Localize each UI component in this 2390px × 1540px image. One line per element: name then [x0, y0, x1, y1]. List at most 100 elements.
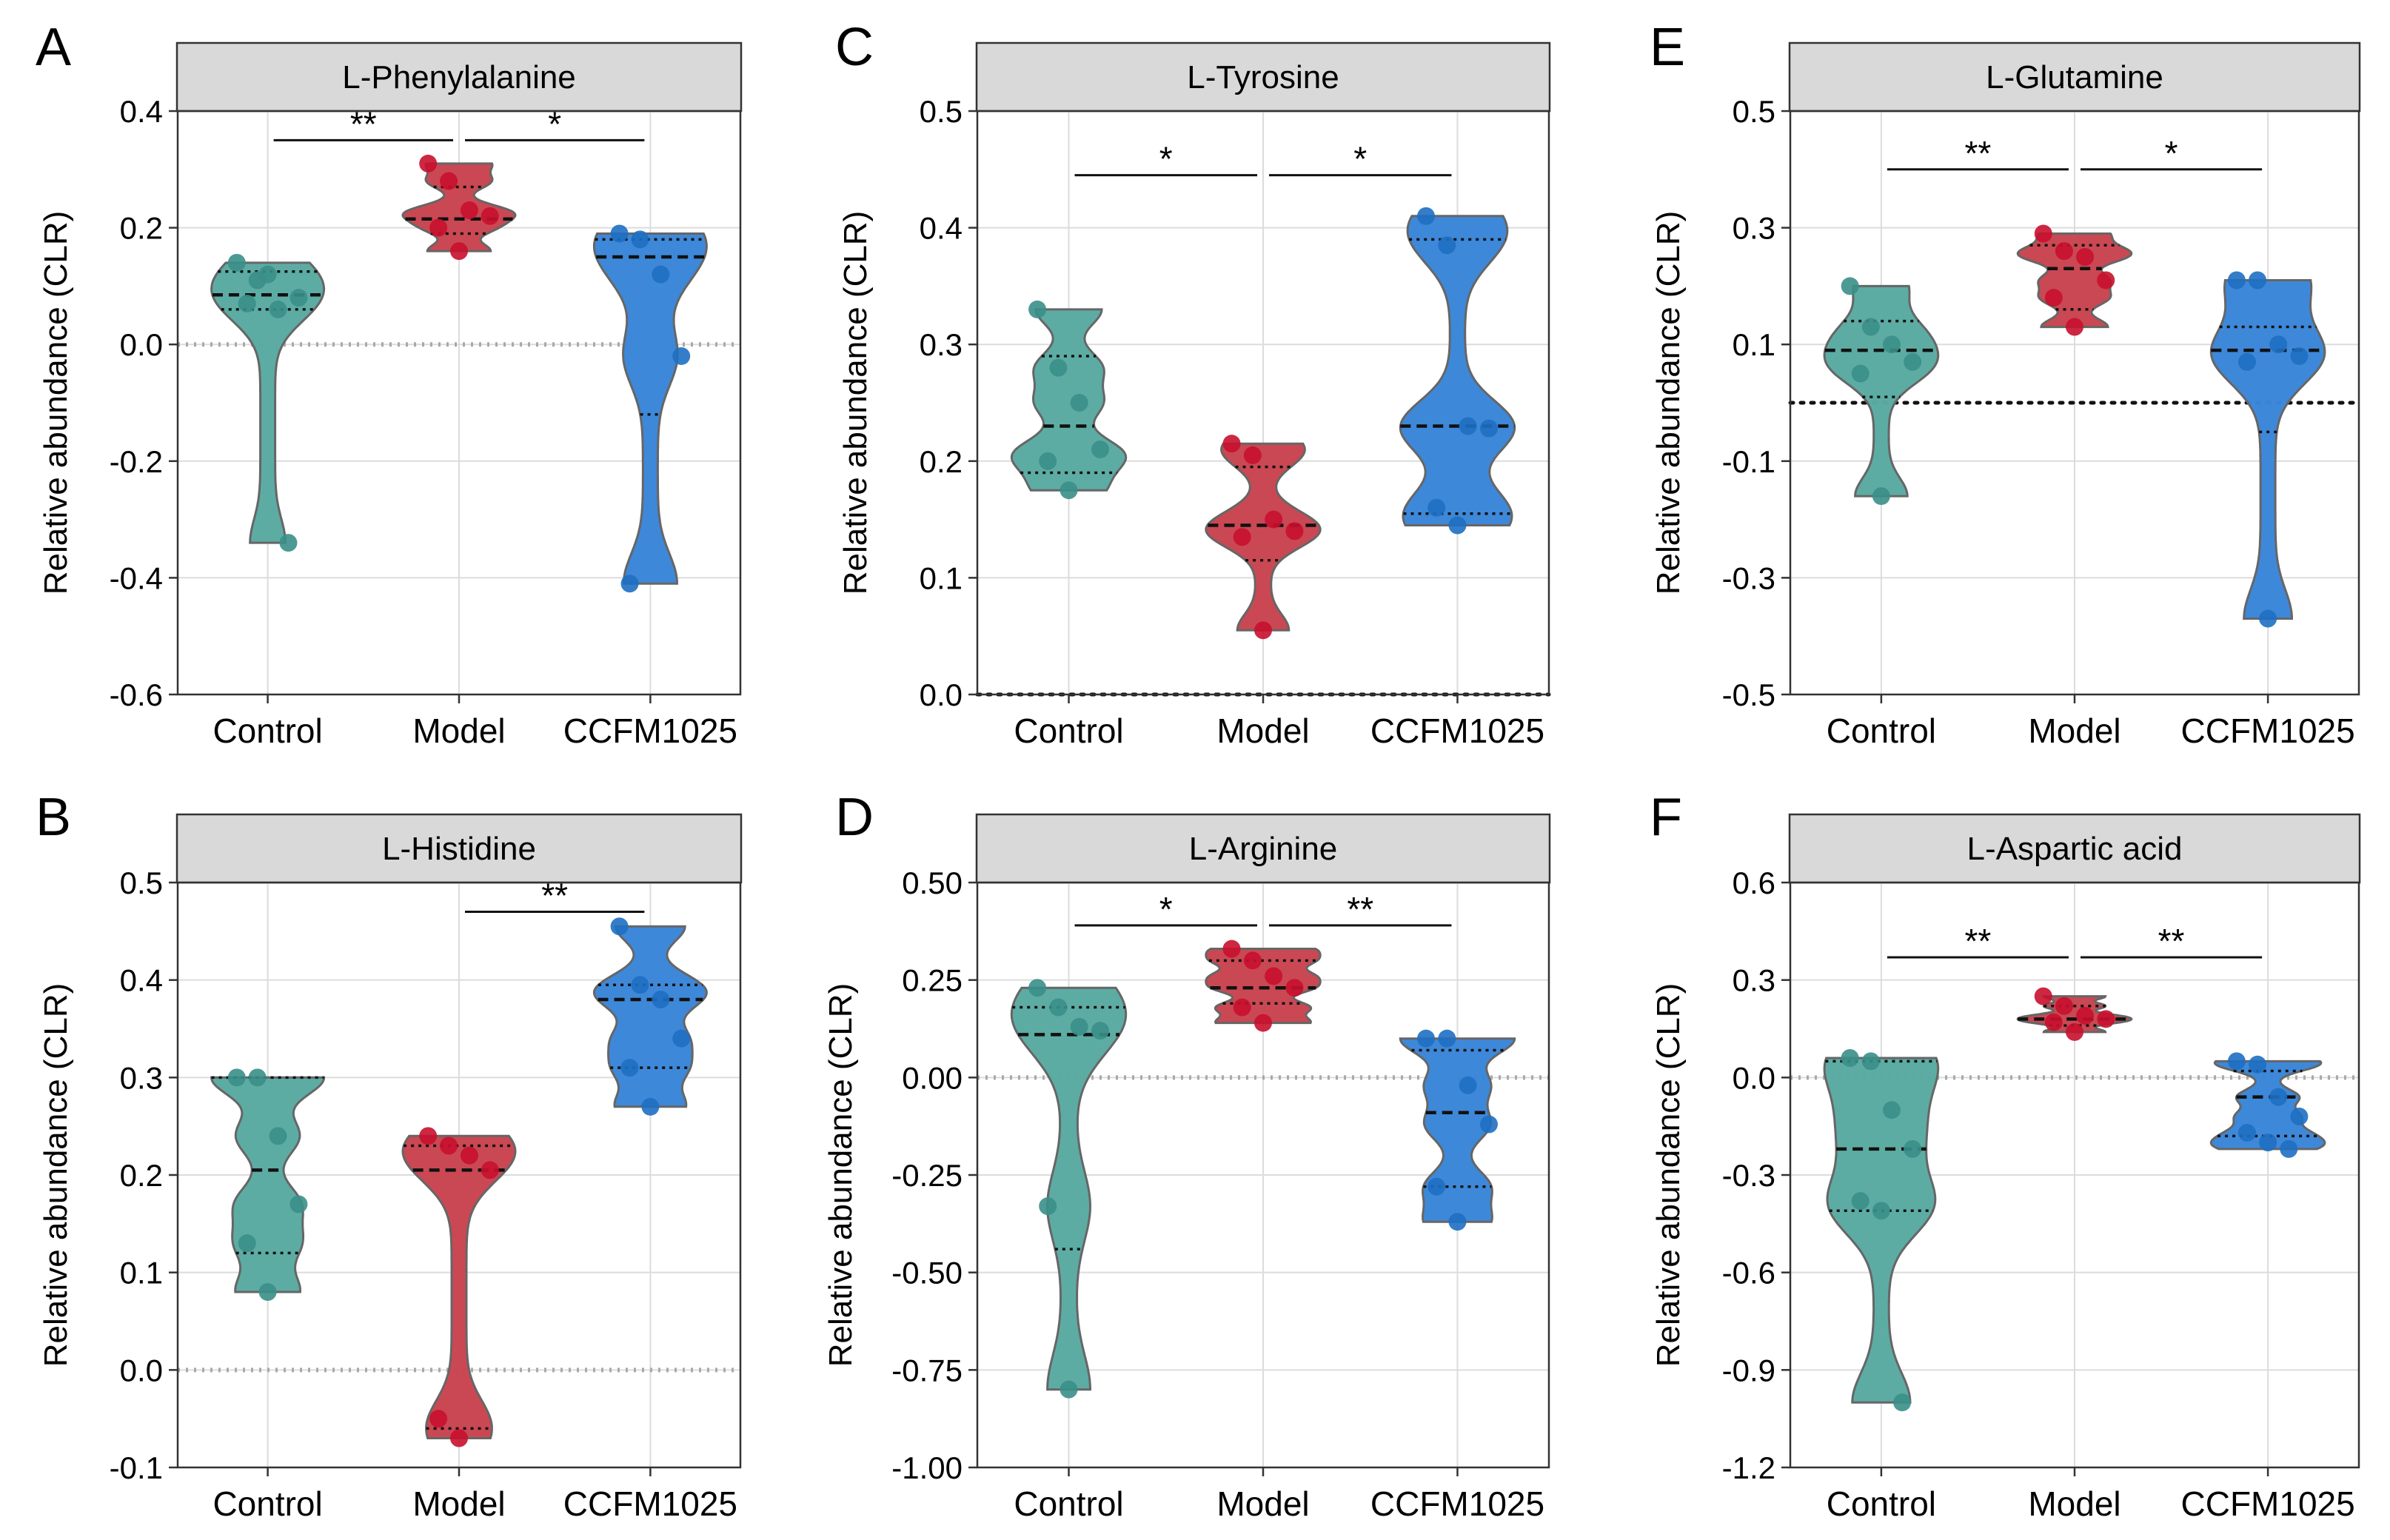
y-axis-title: Relative abundance (CLR) [837, 211, 874, 595]
data-point-ccfm1025 [1448, 1213, 1467, 1231]
data-point-control [1872, 1202, 1890, 1220]
data-point-model [1243, 446, 1262, 464]
y-tick-label: -0.5 [1722, 677, 1775, 712]
y-axis-title: Relative abundance (CLR) [38, 211, 74, 595]
data-point-model [440, 172, 458, 190]
violin-control [1010, 986, 1128, 1391]
y-tick-label: 0.0 [1733, 1060, 1775, 1095]
x-tick-label: CCFM1025 [2181, 1484, 2355, 1523]
data-point-model [2055, 242, 2073, 261]
y-tick-label: 0.4 [120, 963, 163, 998]
data-point-model [1285, 522, 1304, 540]
facet-strip [975, 813, 1551, 884]
data-point-control [1028, 979, 1047, 997]
facet-strip [175, 41, 743, 113]
y-tick-label: 0.5 [1733, 94, 1775, 129]
x-tick-label: CCFM1025 [563, 1484, 737, 1523]
violin-ccfm1025 [592, 232, 708, 585]
data-point-control [227, 253, 246, 272]
y-tick-label: -0.75 [891, 1353, 963, 1387]
x-tick-label: Model [1216, 1484, 1309, 1523]
significance-label: ** [1347, 890, 1373, 928]
data-point-model [1254, 1014, 1272, 1032]
violin-ccfm1025 [1399, 1037, 1516, 1223]
panel-d: DL-Arginine* **-1.00-0.75-0.50-0.250.000.… [823, 788, 1551, 1523]
data-point-model [429, 1410, 448, 1428]
x-tick-label: Model [412, 1484, 505, 1523]
facet-strip [175, 813, 743, 884]
data-point-model [2076, 248, 2095, 266]
y-tick-label: -0.25 [891, 1158, 963, 1193]
data-point-control [1904, 352, 1922, 371]
data-point-model [2066, 1022, 2083, 1041]
y-tick-label: 0.4 [120, 94, 163, 129]
data-point-model [1222, 435, 1241, 453]
significance-label: * [1353, 140, 1367, 178]
data-point-control [1893, 1393, 1912, 1412]
violin-model [401, 1134, 517, 1439]
data-point-model [2044, 289, 2063, 307]
data-point-model [1243, 951, 1262, 970]
data-point-control [289, 289, 308, 307]
y-tick-label: 0.3 [920, 327, 963, 362]
y-tick-label: -0.6 [1722, 1256, 1775, 1290]
data-point-model [460, 1146, 478, 1165]
data-point-ccfm1025 [1448, 516, 1467, 535]
data-point-ccfm1025 [1438, 1029, 1456, 1048]
y-tick-label: 0.3 [1733, 963, 1775, 998]
data-point-ccfm1025 [2269, 335, 2288, 354]
data-point-control [258, 1283, 277, 1301]
data-point-control [1841, 277, 1859, 295]
violin-control [210, 261, 326, 544]
y-tick-label: -0.3 [1722, 560, 1775, 595]
violin-ccfm1025 [1399, 215, 1516, 526]
data-point-control [227, 1068, 246, 1087]
data-point-model [2055, 997, 2073, 1015]
violin-ccfm1025 [2209, 279, 2326, 620]
y-tick-label: 0.2 [120, 1158, 163, 1193]
y-axis-title: Relative abundance (CLR) [1650, 211, 1687, 595]
data-point-control [1039, 452, 1057, 470]
data-point-model [481, 1161, 499, 1179]
data-point-control [248, 1068, 267, 1087]
facet-title: L-Glutamine [1986, 59, 2163, 96]
data-point-ccfm1025 [610, 917, 629, 936]
y-tick-label: 0.50 [902, 866, 963, 900]
data-point-model [2097, 271, 2115, 289]
data-point-control [1091, 1022, 1109, 1040]
panel-c: C L-Tyrosine * * 0.0 0.1 0.2 0.3 0.4 0.5 Control Mo… [835, 18, 1551, 750]
y-axis-title: Relative abundance (CLR) [823, 983, 859, 1367]
x-tick-label: Control [1014, 1484, 1123, 1523]
data-point-control [1904, 1139, 1922, 1158]
violin-ccfm1025 [592, 925, 708, 1108]
data-point-ccfm1025 [1427, 498, 1446, 517]
data-point-control [1861, 1052, 1880, 1071]
data-point-model [1254, 621, 1272, 640]
data-point-ccfm1025 [1438, 236, 1456, 255]
panel-label: A [36, 18, 71, 77]
significance-label: * [548, 104, 561, 143]
y-tick-label: 0.2 [120, 211, 163, 246]
y-tick-label: -0.3 [1722, 1158, 1775, 1193]
data-point-control [258, 265, 277, 284]
data-point-model [460, 201, 478, 219]
data-point-model [1265, 967, 1283, 985]
violin-model [401, 162, 517, 252]
y-tick-label: 0.25 [902, 963, 963, 998]
y-tick-label: -1.00 [891, 1450, 963, 1485]
x-tick-label: CCFM1025 [563, 712, 737, 750]
y-tick-label: 0.1 [120, 1256, 163, 1290]
data-point-model [440, 1136, 458, 1155]
facet-strip [975, 41, 1551, 113]
x-tick-label: Control [212, 1484, 322, 1523]
data-point-ccfm1025 [1459, 417, 1477, 435]
data-point-ccfm1025 [631, 230, 649, 249]
data-point-control [269, 1127, 287, 1145]
data-point-ccfm1025 [620, 575, 639, 593]
data-point-ccfm1025 [652, 991, 670, 1008]
data-point-ccfm1025 [2280, 1139, 2298, 1158]
data-point-control [1060, 481, 1078, 500]
data-point-model [2034, 224, 2052, 243]
data-point-control [1861, 318, 1880, 336]
data-point-control [1851, 1192, 1870, 1211]
